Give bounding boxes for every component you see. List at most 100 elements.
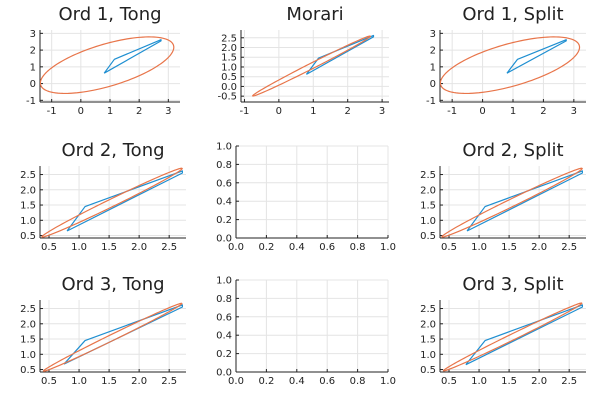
y-tick-label: 1.5 bbox=[221, 53, 237, 64]
x-tick-label: 1 bbox=[107, 106, 113, 117]
x-tick-label: 1.0 bbox=[380, 376, 396, 387]
x-tick-label: 0.6 bbox=[319, 242, 335, 253]
y-tick-label: 0.8 bbox=[216, 294, 232, 305]
y-tick-label: 0.5 bbox=[420, 365, 436, 376]
series-group bbox=[42, 302, 183, 372]
y-tick-label: 0.2 bbox=[216, 215, 232, 226]
y-tick-label: 0.4 bbox=[216, 197, 232, 208]
x-tick-label: 0.2 bbox=[258, 376, 274, 387]
y-tick-label: 0 bbox=[30, 79, 36, 90]
subplot-p4: 0.5 1.0 1.5 2.0 2.5 0.5 1.0 1.5 2.0 2.5 Ord 2, Ton… bbox=[20, 140, 186, 253]
y-tick-label: 1.5 bbox=[420, 201, 436, 212]
panel-title: Ord 1, Split bbox=[462, 4, 563, 25]
x-tick-label: -1 bbox=[239, 106, 249, 117]
y-tick-label: 0.5 bbox=[20, 365, 36, 376]
y-tick-label: 2.5 bbox=[20, 304, 36, 315]
ellipse-series bbox=[41, 167, 183, 238]
x-tick-label: 1 bbox=[310, 106, 316, 117]
x-tick-label: 2.0 bbox=[131, 242, 147, 253]
x-tick-label: -1 bbox=[47, 106, 57, 117]
x-tick-label: 0.5 bbox=[41, 242, 57, 253]
x-tick-label: 0.0 bbox=[228, 242, 244, 253]
x-tick-label: 2.5 bbox=[161, 376, 177, 387]
y-tick-label: 2.5 bbox=[420, 304, 436, 315]
y-tick-label: 1.0 bbox=[216, 142, 232, 153]
subplot-p9: 0.5 1.0 1.5 2.0 2.5 0.5 1.0 1.5 2.0 2.5 Ord 3, Spl… bbox=[420, 274, 586, 387]
x-tick-label: 0.0 bbox=[228, 376, 244, 387]
x-tick-label: 0 bbox=[78, 106, 84, 117]
x-tick-label: 0.4 bbox=[289, 376, 305, 387]
x-tick-label: 2.0 bbox=[531, 242, 547, 253]
y-tick-label: 0.0 bbox=[221, 82, 237, 93]
x-tick-label: 2 bbox=[345, 106, 351, 117]
y-tick-label: 2.0 bbox=[420, 319, 436, 330]
x-tick-label: 0 bbox=[479, 106, 485, 117]
y-tick-label: 1.0 bbox=[420, 216, 436, 227]
polygon-series bbox=[465, 304, 584, 366]
x-tick-label: 3 bbox=[165, 106, 171, 117]
x-tick-label: 2.5 bbox=[561, 376, 577, 387]
x-tick-label: 0.5 bbox=[41, 376, 57, 387]
series-group bbox=[442, 302, 584, 372]
y-tick-label: -0.5 bbox=[217, 92, 237, 103]
y-tick-label: 2.0 bbox=[20, 185, 36, 196]
y-tick-label: 1 bbox=[430, 62, 436, 73]
y-tick-label: 1.0 bbox=[420, 350, 436, 361]
y-tick-label: -1 bbox=[426, 96, 436, 107]
subplot-p7: 0.5 1.0 1.5 2.0 2.5 0.5 1.0 1.5 2.0 2.5 Ord 3, Ton… bbox=[20, 274, 186, 387]
polygon-series bbox=[305, 34, 375, 75]
polygon-series bbox=[506, 39, 567, 74]
y-tick-label: 1.5 bbox=[20, 201, 36, 212]
subplot-p2: -1 0 1 2 3 -0.50.00.51.01.52.02.5 Morari bbox=[217, 4, 389, 117]
subplot-p3: -1 0 1 2 3 -1 0 1 2 3 Ord 1, Split bbox=[426, 4, 586, 117]
y-tick-label: -1 bbox=[26, 96, 36, 107]
y-tick-label: 0.5 bbox=[420, 231, 436, 242]
panel-title: Ord 3, Tong bbox=[61, 274, 164, 295]
polygon-series bbox=[103, 39, 162, 74]
y-tick-label: 2.0 bbox=[20, 319, 36, 330]
y-tick-label: 2.5 bbox=[420, 170, 436, 181]
y-tick-label: 1.5 bbox=[20, 335, 36, 346]
series-group bbox=[440, 36, 581, 95]
series-group bbox=[252, 34, 375, 97]
subplot-p8: 0.0 0.2 0.4 0.6 0.8 1.0 0.0 0.2 0.4 0.6 0.8 1.0 bbox=[216, 276, 396, 388]
y-tick-label: 0.4 bbox=[216, 331, 232, 342]
x-tick-label: 3 bbox=[379, 106, 385, 117]
panel-title: Morari bbox=[286, 4, 343, 25]
panel-title: Ord 2, Tong bbox=[61, 140, 164, 161]
x-tick-label: 1.0 bbox=[380, 242, 396, 253]
y-tick-label: 0.2 bbox=[216, 349, 232, 360]
y-tick-label: 1 bbox=[30, 62, 36, 73]
y-tick-label: 0.6 bbox=[216, 312, 232, 323]
y-tick-label: 1.0 bbox=[221, 62, 237, 73]
x-tick-label: 1 bbox=[510, 106, 516, 117]
x-tick-label: 1.5 bbox=[101, 376, 117, 387]
ellipse-series bbox=[441, 167, 583, 238]
ellipse-series bbox=[40, 36, 175, 95]
y-tick-label: 2.5 bbox=[221, 33, 237, 44]
x-tick-label: 1.0 bbox=[71, 376, 87, 387]
x-tick-label: 2.0 bbox=[131, 376, 147, 387]
x-tick-label: 0.4 bbox=[289, 242, 305, 253]
ellipse-series bbox=[440, 36, 581, 95]
y-tick-label: 2.5 bbox=[20, 170, 36, 181]
x-tick-label: 0.8 bbox=[350, 242, 366, 253]
x-tick-label: 0 bbox=[276, 106, 282, 117]
ellipse-series bbox=[442, 302, 583, 372]
y-tick-label: 0.0 bbox=[216, 368, 232, 379]
y-tick-label: 0.5 bbox=[20, 231, 36, 242]
y-tick-label: 0.0 bbox=[216, 234, 232, 245]
x-tick-label: 2 bbox=[136, 106, 142, 117]
series-group bbox=[40, 36, 175, 95]
y-tick-label: 2 bbox=[30, 46, 36, 57]
x-tick-label: 1.5 bbox=[101, 242, 117, 253]
panel-title: Ord 2, Split bbox=[462, 140, 563, 161]
subplot-p1: -1 0 1 2 3 -1 0 1 2 3 Ord 1, Tong bbox=[26, 4, 180, 117]
series-group bbox=[441, 167, 584, 238]
x-tick-label: 1.0 bbox=[71, 242, 87, 253]
y-tick-label: 0.8 bbox=[216, 160, 232, 171]
y-tick-label: 3 bbox=[430, 29, 436, 40]
subplot-p5: 0.0 0.2 0.4 0.6 0.8 1.0 0.0 0.2 0.4 0.6 0.8 1.0 bbox=[216, 142, 396, 254]
x-tick-label: 2 bbox=[540, 106, 546, 117]
